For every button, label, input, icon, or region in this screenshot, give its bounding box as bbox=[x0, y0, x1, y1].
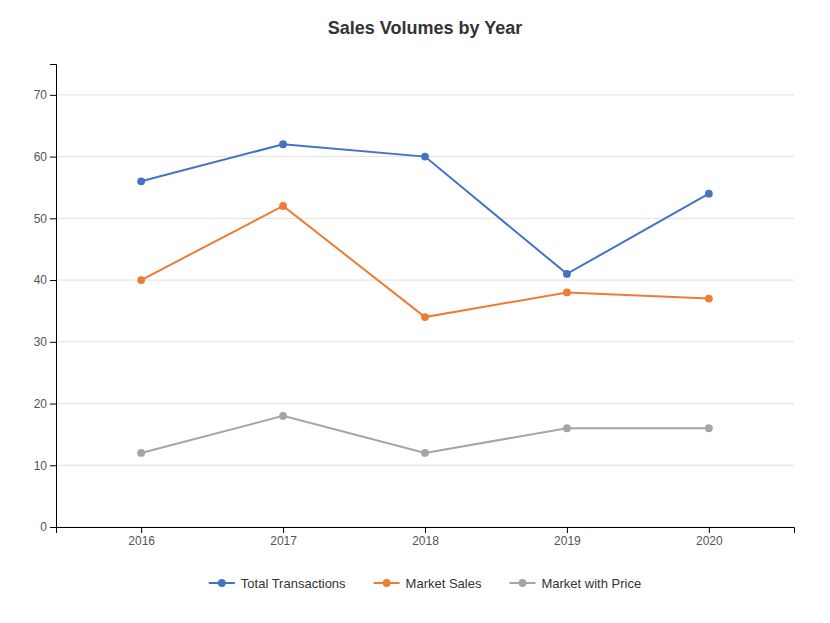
x-tick-label: 2018 bbox=[412, 534, 439, 548]
y-tick-mark bbox=[50, 218, 56, 219]
x-tick-label: 2019 bbox=[554, 534, 581, 548]
plot-area: 2016 2017 2018 2019 2020 0 10 20 30 40 50 60 70 bbox=[34, 65, 795, 548]
x-tick: 2017 bbox=[270, 527, 297, 548]
series-line bbox=[141, 416, 709, 453]
legend-label: Market with Price bbox=[541, 576, 641, 591]
y-tick: 0 bbox=[40, 520, 56, 534]
series-marker bbox=[705, 190, 713, 198]
legend-label: Market Sales bbox=[406, 576, 482, 591]
series-marker bbox=[563, 424, 571, 432]
y-tick-mark bbox=[50, 404, 56, 405]
x-tick-label: 2020 bbox=[696, 534, 723, 548]
x-tick: 2016 bbox=[128, 527, 155, 548]
y-tick-mark bbox=[50, 157, 56, 158]
x-tick-mark bbox=[141, 527, 142, 533]
series-line bbox=[141, 144, 709, 274]
y-tick-label: 50 bbox=[34, 212, 48, 226]
legend-marker bbox=[519, 579, 527, 587]
y-tick-label: 40 bbox=[34, 273, 48, 287]
series-marker bbox=[279, 140, 287, 148]
x-axis-line bbox=[57, 528, 795, 534]
legend-item: Market Sales bbox=[374, 576, 482, 591]
y-tick-label: 0 bbox=[40, 520, 47, 534]
series bbox=[137, 140, 713, 277]
x-tick-mark bbox=[283, 527, 284, 533]
legend-label: Total Transactions bbox=[241, 576, 346, 591]
y-tick: 20 bbox=[34, 397, 56, 411]
x-axis: 2016 2017 2018 2019 2020 bbox=[57, 527, 795, 548]
y-tick: 10 bbox=[34, 459, 56, 473]
x-tick: 2019 bbox=[554, 527, 581, 548]
series bbox=[137, 202, 713, 321]
grid-line bbox=[56, 218, 794, 219]
grid-line bbox=[56, 403, 794, 404]
x-tick-mark bbox=[425, 527, 426, 533]
series-marker bbox=[137, 276, 145, 284]
series-marker bbox=[279, 202, 287, 210]
series-marker bbox=[279, 412, 287, 420]
series-marker bbox=[563, 289, 571, 297]
title: Sales Volumes by Year bbox=[328, 18, 522, 38]
series-marker bbox=[421, 313, 429, 321]
x-tick: 2018 bbox=[412, 527, 439, 548]
series-marker bbox=[705, 295, 713, 303]
grid-line bbox=[56, 465, 794, 466]
series-marker bbox=[137, 449, 145, 457]
y-tick-label: 20 bbox=[34, 397, 48, 411]
y-tick-label: 60 bbox=[34, 150, 48, 164]
grid-line bbox=[56, 280, 794, 281]
x-tick: 2020 bbox=[696, 527, 723, 548]
y-tick: 50 bbox=[34, 212, 56, 226]
y-tick: 40 bbox=[34, 273, 56, 287]
grid-line bbox=[56, 94, 794, 95]
grid bbox=[56, 95, 794, 527]
series bbox=[137, 412, 713, 457]
series-marker bbox=[421, 153, 429, 161]
y-tick-label: 30 bbox=[34, 335, 48, 349]
y-tick-label: 70 bbox=[34, 88, 48, 102]
x-tick-mark bbox=[567, 527, 568, 533]
chart: Sales Volumes by Year2016201720182019202… bbox=[0, 0, 830, 623]
y-tick-label: 10 bbox=[34, 459, 48, 473]
y-tick-mark bbox=[50, 465, 56, 466]
y-tick: 60 bbox=[34, 150, 56, 164]
y-tick: 70 bbox=[34, 88, 56, 102]
grid-line bbox=[56, 341, 794, 342]
series-marker bbox=[705, 424, 713, 432]
series-marker bbox=[421, 449, 429, 457]
legend-item: Market with Price bbox=[509, 576, 641, 591]
y-axis: 0 10 20 30 40 50 60 70 bbox=[34, 65, 57, 535]
y-tick-mark bbox=[50, 527, 56, 528]
x-tick-mark bbox=[709, 527, 710, 533]
series-line bbox=[141, 206, 709, 317]
legend-marker bbox=[218, 579, 226, 587]
legend-item: Total Transactions bbox=[209, 576, 346, 591]
series-group bbox=[137, 140, 713, 456]
x-tick-label: 2016 bbox=[128, 534, 155, 548]
legend-marker bbox=[383, 579, 391, 587]
y-axis-line bbox=[50, 65, 57, 528]
series-marker bbox=[563, 270, 571, 278]
series-marker bbox=[137, 177, 145, 185]
y-tick-mark bbox=[50, 342, 56, 343]
legend: Total Transactions Market Sales Market wit… bbox=[209, 576, 641, 591]
y-tick-mark bbox=[50, 95, 56, 96]
y-tick: 30 bbox=[34, 335, 56, 349]
y-tick-mark bbox=[50, 280, 56, 281]
x-tick-label: 2017 bbox=[270, 534, 297, 548]
